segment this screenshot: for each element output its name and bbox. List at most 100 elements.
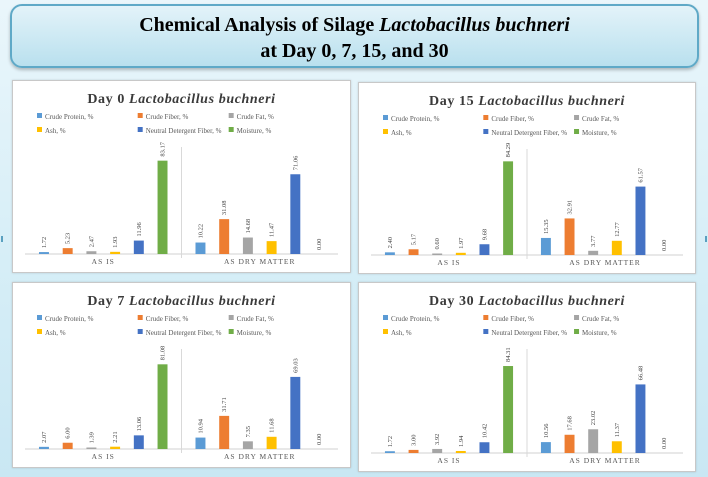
bar-crude-protein-as-is bbox=[384, 252, 395, 255]
legend-swatch bbox=[383, 129, 388, 134]
legend-swatch bbox=[228, 127, 234, 132]
bar-moisture-as-is bbox=[157, 160, 168, 254]
category-label-as-is: AS IS bbox=[437, 258, 460, 267]
data-label-neutral-detergent-fiber-as-dry-matter: 66.48 bbox=[637, 366, 644, 381]
edge-marker-left bbox=[1, 236, 3, 242]
chart-title-italic: Lactobacillus buchneri bbox=[477, 94, 625, 109]
legend-label: Ash, % bbox=[391, 129, 412, 137]
data-label-moisture-as-dry-matter: 0.00 bbox=[316, 434, 323, 445]
legend-item-crude-protein: Crude Protein, % bbox=[37, 113, 94, 121]
legend-item-crude-fiber: Crude Fiber, % bbox=[483, 315, 534, 323]
legend-item-moisture: Moisture, % bbox=[574, 329, 617, 337]
data-label-crude-protein-as-dry-matter: 15.35 bbox=[543, 219, 550, 234]
bar-ash-as-dry-matter bbox=[266, 241, 277, 254]
legend-swatch bbox=[483, 315, 489, 320]
legend-item-crude-fiber: Crude Fiber, % bbox=[483, 115, 534, 123]
chart-title: Day 15 Lactobacillus buchneri bbox=[429, 94, 625, 109]
legend-item-moisture: Moisture, % bbox=[574, 129, 617, 137]
chart-panel-day-7: Day 7 Lactobacillus buchneri Crude Protei… bbox=[12, 282, 351, 468]
bar-crude-protein-as-is bbox=[38, 446, 49, 449]
legend-label: Neutral Detergent Fiber, % bbox=[146, 329, 222, 337]
chart-title-italic: Lactobacillus buchneri bbox=[128, 294, 276, 309]
data-label-crude-fat-as-dry-matter: 3.77 bbox=[590, 235, 597, 247]
data-label-crude-fiber-as-is: 3.00 bbox=[411, 435, 418, 446]
legend-label: Crude Fiber, % bbox=[146, 315, 189, 323]
legend-swatch bbox=[383, 115, 388, 120]
data-label-crude-fat-as-is: 2.47 bbox=[88, 235, 95, 247]
data-label-ash-as-is: 1.97 bbox=[458, 237, 465, 249]
bar-crude-fiber-as-dry-matter bbox=[219, 415, 230, 449]
legend-item-moisture: Moisture, % bbox=[228, 329, 272, 337]
legend-swatch bbox=[137, 127, 143, 132]
bar-ash-as-is bbox=[455, 450, 466, 453]
legend-swatch bbox=[37, 329, 42, 334]
legend-item-crude-protein: Crude Protein, % bbox=[383, 115, 440, 123]
data-label-crude-fat-as-dry-matter: 14.68 bbox=[245, 219, 252, 234]
bar-neutral-detergent-fiber-as-dry-matter bbox=[635, 186, 646, 255]
chart-title-prefix: Day 7 bbox=[87, 294, 129, 309]
chart-title-prefix: Day 30 bbox=[429, 294, 478, 309]
legend-label: Crude Fat, % bbox=[237, 113, 274, 121]
bar-neutral-detergent-fiber-as-dry-matter bbox=[635, 384, 646, 453]
legend-label: Crude Protein, % bbox=[391, 315, 440, 323]
bar-ash-as-dry-matter bbox=[266, 436, 277, 449]
bar-neutral-detergent-fiber-as-is bbox=[479, 244, 490, 255]
chart-title: Day 0 Lactobacillus buchneri bbox=[87, 92, 275, 107]
legend-label: Neutral Detergent Fiber, % bbox=[491, 129, 567, 137]
data-label-moisture-as-dry-matter: 0.00 bbox=[316, 239, 323, 250]
legend-item-neutral-detergent-fiber: Neutral Detergent Fiber, % bbox=[483, 329, 567, 337]
chart-svg: Day 0 Lactobacillus buchneri Crude Protei… bbox=[25, 92, 338, 266]
legend-item-crude-fiber: Crude Fiber, % bbox=[137, 113, 189, 121]
bar-moisture-as-is bbox=[503, 366, 514, 453]
data-label-neutral-detergent-fiber-as-is: 13.06 bbox=[136, 416, 143, 431]
bar-crude-fat-as-dry-matter bbox=[242, 237, 253, 254]
bar-crude-protein-as-is bbox=[384, 451, 395, 453]
legend-swatch bbox=[137, 315, 143, 320]
data-label-moisture-as-is: 83.17 bbox=[160, 141, 167, 156]
legend-label: Crude Fiber, % bbox=[146, 113, 189, 121]
chart-title-italic: Lactobacillus buchneri bbox=[128, 92, 276, 107]
category-label-as-dry-matter: AS DRY MATTER bbox=[569, 258, 640, 267]
bar-neutral-detergent-fiber-as-is bbox=[133, 240, 144, 254]
bar-ash-as-is bbox=[110, 446, 121, 449]
data-label-moisture-as-dry-matter: 0.00 bbox=[661, 240, 668, 251]
bar-crude-fiber-as-dry-matter bbox=[219, 219, 230, 254]
data-label-neutral-detergent-fiber-as-is: 10.42 bbox=[481, 424, 488, 439]
bar-crude-fiber-as-is bbox=[62, 248, 73, 254]
legend-item-crude-protein: Crude Protein, % bbox=[37, 315, 94, 323]
data-label-crude-fat-as-is: 0.60 bbox=[434, 238, 441, 249]
legend-item-ash: Ash, % bbox=[37, 127, 66, 135]
data-label-crude-protein-as-is: 1.72 bbox=[41, 237, 48, 248]
data-label-neutral-detergent-fiber-as-dry-matter: 61.57 bbox=[637, 167, 644, 182]
edge-marker-right bbox=[705, 236, 707, 242]
legend-label: Crude Protein, % bbox=[391, 115, 440, 123]
legend-swatch bbox=[37, 315, 42, 320]
legend-swatch bbox=[228, 315, 234, 320]
legend-swatch bbox=[574, 315, 580, 320]
data-label-moisture-as-is: 81.08 bbox=[160, 346, 167, 361]
bar-ash-as-is bbox=[110, 251, 121, 254]
data-label-neutral-detergent-fiber-as-is: 11.96 bbox=[136, 221, 143, 236]
legend-label: Crude Protein, % bbox=[45, 113, 94, 121]
data-label-crude-protein-as-dry-matter: 10.94 bbox=[197, 418, 204, 433]
bar-ash-as-is bbox=[455, 252, 466, 255]
data-label-ash-as-dry-matter: 11.47 bbox=[269, 222, 276, 237]
bar-crude-fiber-as-is bbox=[408, 449, 419, 453]
data-label-crude-fiber-as-is: 6.00 bbox=[65, 427, 72, 438]
category-label-as-is: AS IS bbox=[92, 257, 115, 266]
bar-crude-fiber-as-is bbox=[408, 249, 419, 255]
chart-panel-day-15: Day 15 Lactobacillus buchneri Crude Prote… bbox=[358, 82, 696, 274]
chart-panel-day-0: Day 0 Lactobacillus buchneri Crude Protei… bbox=[12, 80, 351, 273]
legend-swatch bbox=[574, 329, 580, 334]
legend-item-moisture: Moisture, % bbox=[228, 127, 272, 135]
legend-label: Moisture, % bbox=[237, 329, 272, 337]
data-label-crude-fiber-as-dry-matter: 31.08 bbox=[221, 200, 228, 215]
legend-swatch bbox=[228, 113, 234, 118]
bar-crude-fat-as-dry-matter bbox=[242, 441, 253, 449]
data-label-crude-fiber-as-dry-matter: 17.68 bbox=[567, 416, 574, 431]
legend-label: Moisture, % bbox=[237, 127, 272, 135]
data-label-moisture-as-dry-matter: 0.00 bbox=[661, 438, 668, 449]
slide-title-line-2: at Day 0, 7, 15, and 30 bbox=[260, 40, 449, 62]
data-label-neutral-detergent-fiber-as-dry-matter: 69.03 bbox=[292, 358, 299, 373]
data-label-crude-fat-as-is: 3.92 bbox=[434, 434, 441, 445]
